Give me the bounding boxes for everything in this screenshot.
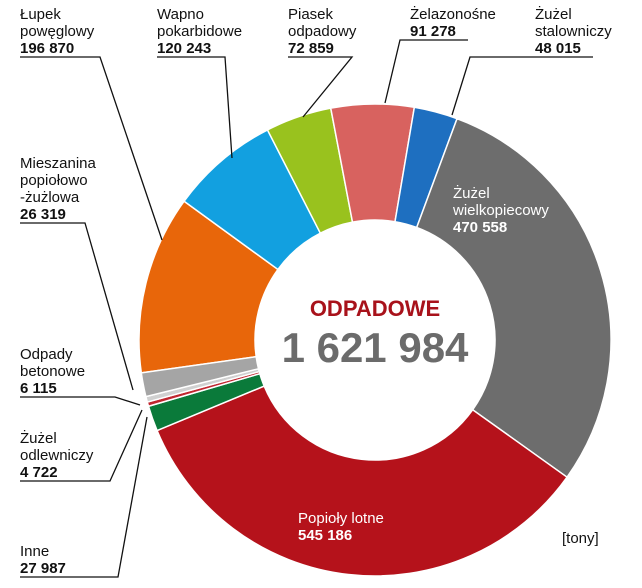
leader-line (20, 409, 143, 482)
value-label: 545 186 (298, 527, 353, 544)
value-label: 48 015 (535, 40, 581, 57)
slice-label: Żużel odlewniczy (20, 430, 94, 464)
leader-line (288, 56, 354, 118)
center-title: ODPADOWE (309, 296, 441, 321)
value-label: 27 987 (20, 560, 66, 577)
slice-label: Wapno pokarbidowe (157, 6, 243, 40)
value-label: 4 722 (20, 464, 58, 481)
slice-label: Inne (20, 543, 50, 560)
slice-label: Popioły lotne (298, 510, 384, 527)
slice (140, 355, 260, 398)
value-label: 72 859 (288, 40, 334, 57)
slice-label: Żelazonośne (410, 6, 496, 23)
unit-label: [tony] (562, 530, 599, 547)
slice-label: Żużel stalowniczy (535, 6, 612, 40)
leader-line (20, 416, 148, 578)
slice-label: Odpady betonowe (20, 346, 86, 380)
slice (415, 117, 612, 479)
leader-line (451, 56, 593, 116)
slice-label: Łupek powęglowy (20, 6, 95, 40)
leader-line (20, 56, 163, 241)
value-label: 6 115 (20, 380, 57, 397)
slice (156, 385, 569, 577)
value-label: 120 243 (157, 40, 212, 57)
slice-label: Mieszanina popiołowo -żużlowa (20, 155, 96, 206)
leader-line (157, 56, 233, 159)
value-label: 91 278 (410, 23, 456, 40)
slice-label: Piasek odpadowy (288, 6, 357, 40)
value-label: 470 558 (453, 219, 508, 236)
leader-line (384, 39, 468, 104)
value-label: 196 870 (20, 40, 75, 57)
center-total: 1 621 984 (281, 324, 469, 371)
center-hole (256, 221, 494, 459)
value-label: 26 319 (20, 206, 66, 223)
slice-label: Żużel wielkopiecowy (453, 185, 549, 219)
leader-line (20, 396, 141, 406)
leader-line (20, 222, 134, 391)
